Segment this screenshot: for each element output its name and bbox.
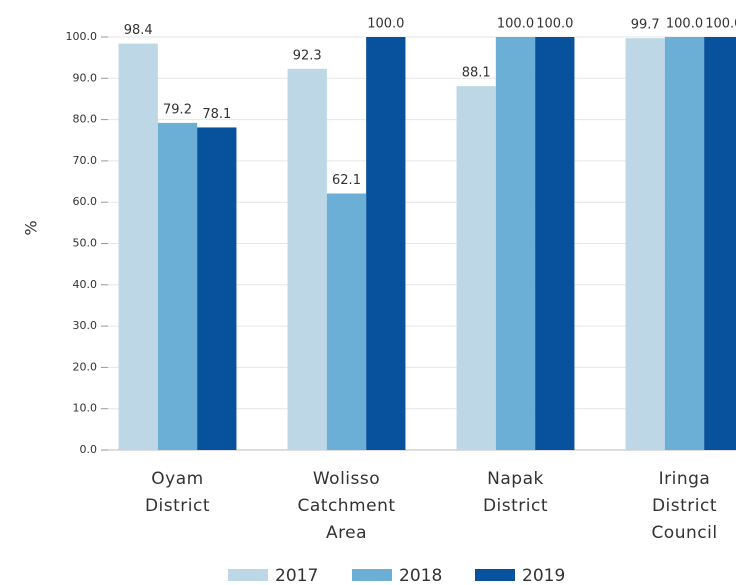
y-tick-label: 70.0: [73, 154, 98, 167]
data-label: 78.1: [202, 107, 231, 122]
legend-label: 2017: [275, 566, 318, 585]
y-tick-label: 0.0: [80, 443, 98, 456]
y-tick-label: 10.0: [73, 402, 98, 415]
data-label: 100.0: [666, 17, 703, 32]
data-label: 92.3: [293, 48, 322, 63]
legend-swatch: [475, 569, 515, 581]
data-label: 79.2: [163, 102, 192, 117]
legend-label: 2019: [522, 566, 565, 585]
y-tick-label: 60.0: [73, 195, 98, 208]
bar: [664, 37, 705, 450]
x-tick-label: Iringa District Council: [651, 469, 718, 543]
bar: [456, 86, 496, 450]
legend-label: 2018: [399, 566, 442, 585]
x-tick-label: Napak District: [482, 469, 549, 516]
y-tick-label: 90.0: [73, 71, 98, 84]
legend-swatch: [228, 569, 268, 581]
y-axis-label: %: [22, 220, 41, 235]
bar: [157, 122, 198, 451]
legend-swatch: [352, 569, 392, 581]
bar: [535, 37, 575, 450]
bar: [118, 43, 158, 450]
data-label: 100.0: [536, 17, 573, 32]
y-tick-label: 80.0: [73, 113, 98, 126]
x-tick-label: Wolisso Catchment Area: [297, 469, 396, 543]
bar: [326, 193, 367, 451]
data-label: 98.4: [124, 23, 153, 38]
bar: [197, 127, 237, 451]
bar: [287, 68, 327, 451]
bar: [366, 37, 406, 450]
y-tick-label: 50.0: [73, 237, 98, 250]
bar: [495, 37, 536, 450]
y-tick-label: 20.0: [73, 360, 98, 373]
data-label: 62.1: [332, 173, 361, 188]
data-label: 100.0: [705, 17, 736, 32]
data-label: 99.7: [631, 18, 660, 33]
data-label: 88.1: [462, 66, 491, 81]
bar: [625, 38, 665, 450]
y-tick-label: 100.0: [66, 30, 98, 43]
bar: [704, 37, 736, 450]
y-tick-label: 30.0: [73, 319, 98, 332]
y-tick-label: 40.0: [73, 278, 98, 291]
data-label: 100.0: [497, 17, 534, 32]
data-label: 100.0: [367, 17, 404, 32]
x-tick-label: Oyam District: [144, 469, 211, 516]
